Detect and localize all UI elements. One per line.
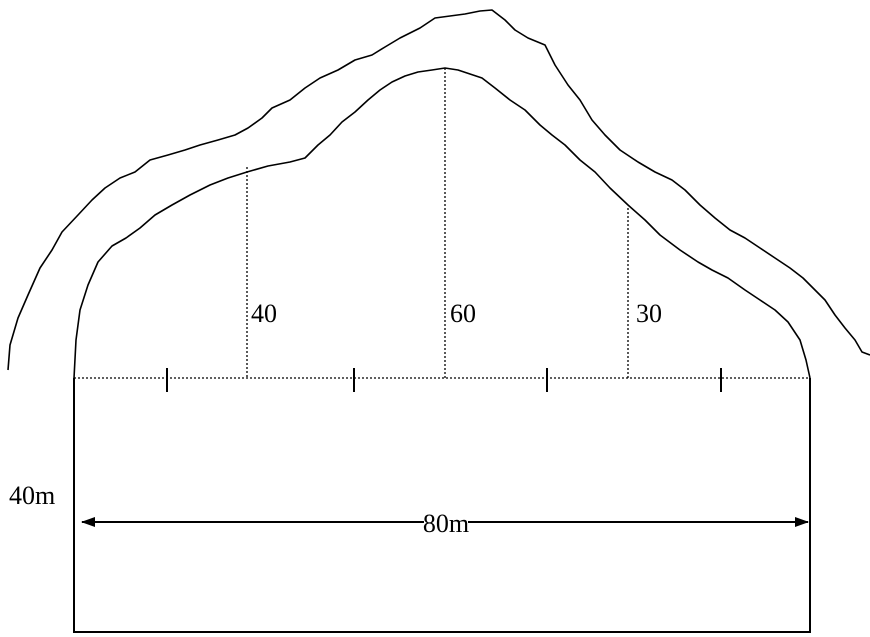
- offset-label: 40: [251, 299, 277, 328]
- offset-label: 60: [450, 299, 476, 328]
- outer-boundary: [7, 9, 870, 371]
- width-label: 40m: [9, 481, 55, 510]
- offset-label: 30: [636, 299, 662, 328]
- label-background: [424, 508, 468, 538]
- inner-boundary: [73, 67, 811, 379]
- length-label: 80m: [423, 509, 469, 538]
